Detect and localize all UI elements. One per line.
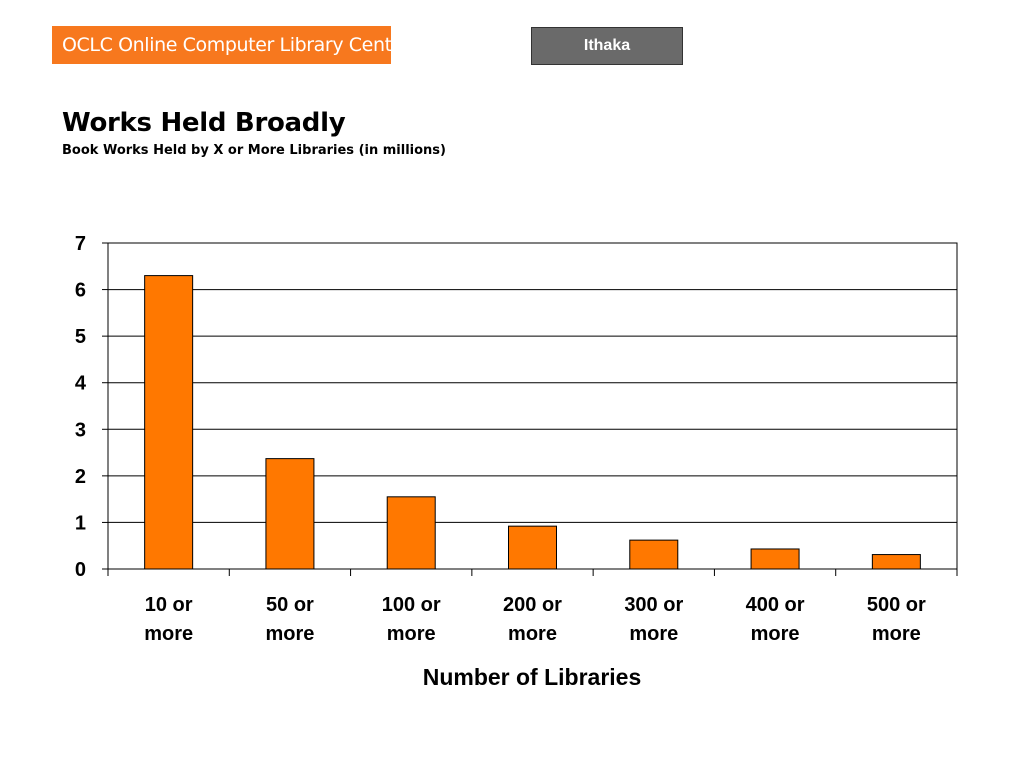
x-category-label: 300 or more xyxy=(624,594,683,645)
bar-5 xyxy=(629,539,679,570)
chart-subtitle: Book Works Held by X or More Libraries (… xyxy=(62,143,446,158)
x-category-label: 500 or more xyxy=(867,594,926,645)
x-category-label-line: 50 or xyxy=(266,594,314,616)
bar-6 xyxy=(750,548,800,570)
x-axis-title: Number of Libraries xyxy=(423,664,642,690)
x-category-label: 100 or more xyxy=(382,594,441,645)
y-tick-label: 0 xyxy=(75,559,86,581)
y-tick-label: 5 xyxy=(75,326,86,348)
brand-logo: OCLC Online Computer Library Center xyxy=(52,26,411,64)
bar-7 xyxy=(871,554,921,570)
partner-label: Ithaka xyxy=(531,27,683,65)
axes xyxy=(102,242,958,576)
x-category-label-line: 300 or xyxy=(624,594,683,616)
x-category-label-line: more xyxy=(629,623,678,645)
x-category-label: 400 or more xyxy=(746,594,805,645)
chart-title: Works Held Broadly xyxy=(62,108,346,138)
bar-3 xyxy=(386,496,436,570)
bar-4 xyxy=(508,525,557,570)
bar-1 xyxy=(144,275,194,570)
x-category-label-line: 500 or xyxy=(867,594,926,616)
x-category-label-line: more xyxy=(751,623,800,645)
x-category-label: 50 or more xyxy=(265,594,314,645)
x-category-label: 200 or more xyxy=(503,594,562,645)
x-category-label-line: 200 or xyxy=(503,594,562,616)
plot-frame xyxy=(107,242,958,570)
y-tick-label: 3 xyxy=(75,419,86,441)
x-category-label-line: 100 or xyxy=(382,594,441,616)
x-category-label-line: 400 or xyxy=(746,594,805,616)
y-tick-label: 2 xyxy=(75,466,86,488)
bar-2 xyxy=(265,458,315,570)
gridlines xyxy=(108,242,957,523)
y-tick-label: 7 xyxy=(75,233,86,255)
y-tick-label: 4 xyxy=(75,373,87,395)
x-category-label-line: more xyxy=(872,623,921,645)
x-category-label-line: more xyxy=(144,623,193,645)
y-tick-label: 6 xyxy=(75,280,86,302)
x-category-label: 10 or more xyxy=(144,594,193,645)
x-category-label-line: more xyxy=(508,623,557,645)
x-category-label-line: 10 or xyxy=(145,594,193,616)
y-tick-label: 1 xyxy=(75,512,86,534)
x-category-label-line: more xyxy=(265,623,314,645)
bars xyxy=(144,275,921,570)
x-category-label-line: more xyxy=(387,623,436,645)
